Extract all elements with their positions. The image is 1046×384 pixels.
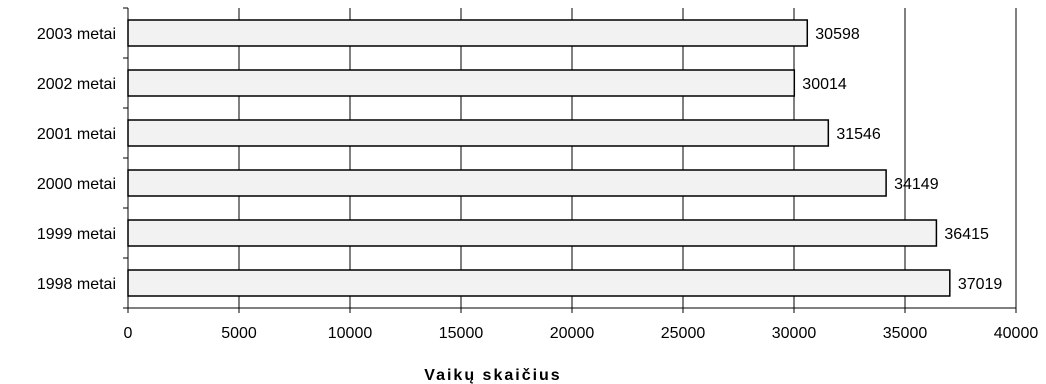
x-axis-label: Vaikų skaičius bbox=[424, 367, 561, 384]
data-label: 34149 bbox=[894, 176, 939, 193]
bar bbox=[127, 69, 796, 97]
x-tick-label: 15000 bbox=[439, 325, 484, 342]
x-tick-labels: 0 5000 10000 15000 20000 25000 30000 35000 40000 bbox=[124, 325, 1039, 342]
x-tick-label: 10000 bbox=[328, 325, 373, 342]
data-label: 36415 bbox=[944, 226, 989, 243]
data-label: 30598 bbox=[815, 26, 860, 43]
data-label: 31546 bbox=[836, 126, 881, 143]
x-tick-label: 0 bbox=[124, 325, 133, 342]
bar bbox=[127, 19, 809, 47]
category-labels: 2003 metai 2002 metai 2001 metai 2000 metai… bbox=[37, 26, 116, 293]
category-label: 2000 metai bbox=[37, 176, 116, 193]
axes bbox=[123, 7, 1017, 313]
data-labels: 30598 30014 31546 34149 36415 37019 bbox=[802, 26, 1002, 293]
data-label: 30014 bbox=[802, 76, 847, 93]
x-tick-label: 30000 bbox=[772, 325, 817, 342]
data-label: 37019 bbox=[958, 276, 1003, 293]
category-label: 2002 metai bbox=[37, 76, 116, 93]
category-label: 2001 metai bbox=[37, 126, 116, 143]
x-tick-label: 5000 bbox=[221, 325, 257, 342]
bars bbox=[127, 19, 951, 297]
bar bbox=[127, 169, 887, 197]
category-label: 2003 metai bbox=[37, 26, 116, 43]
category-label: 1999 metai bbox=[37, 226, 116, 243]
x-tick-label: 35000 bbox=[883, 325, 928, 342]
bar bbox=[127, 269, 951, 297]
x-tick-label: 20000 bbox=[550, 325, 595, 342]
x-tick-label: 25000 bbox=[661, 325, 706, 342]
category-label: 1998 metai bbox=[37, 276, 116, 293]
bar bbox=[127, 219, 938, 247]
x-tick-label: 40000 bbox=[994, 325, 1039, 342]
gridlines bbox=[238, 8, 1017, 308]
bar bbox=[127, 119, 830, 147]
